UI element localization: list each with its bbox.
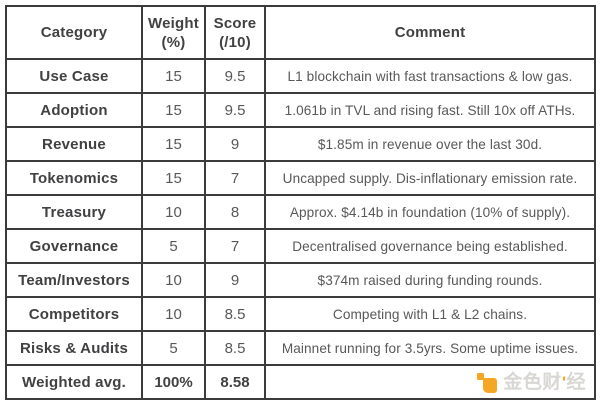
col-header-score-sublabel: (/10) bbox=[219, 33, 251, 51]
category-cell: Risks & Audits bbox=[5, 330, 143, 366]
score-cell: 7 bbox=[204, 228, 266, 264]
table-row: Risks & Audits 5 8.5 Mainnet running for… bbox=[5, 330, 596, 366]
comment-cell: Uncapped supply. Dis-inflationary emissi… bbox=[264, 160, 596, 196]
col-header-weight-sublabel: (%) bbox=[161, 33, 186, 51]
score-cell: 9.5 bbox=[204, 92, 266, 128]
weighted-avg-score-cell: 8.58 bbox=[204, 364, 266, 400]
weight-cell: 5 bbox=[141, 228, 206, 264]
col-header-score: Score (/10) bbox=[204, 5, 266, 60]
category-cell: Treasury bbox=[5, 194, 143, 230]
col-header-comment-label: Comment bbox=[394, 24, 466, 41]
weighted-avg-weight-cell: 100% bbox=[141, 364, 206, 400]
weighted-avg-label-cell: Weighted avg. bbox=[5, 364, 143, 400]
table-row: Adoption 15 9.5 1.061b in TVL and rising… bbox=[5, 92, 596, 128]
table-row: Revenue 15 9 $1.85m in revenue over the … bbox=[5, 126, 596, 162]
weight-cell: 15 bbox=[141, 58, 206, 94]
comment-cell: Competing with L1 & L2 chains. bbox=[264, 296, 596, 332]
col-header-weight-label: Weight bbox=[148, 14, 199, 32]
table-row: Team/Investors 10 9 $374m raised during … bbox=[5, 262, 596, 298]
jinse-finance-watermark: 金色财'经 bbox=[477, 372, 586, 393]
comment-cell: Decentralised governance being establish… bbox=[264, 228, 596, 264]
weight-cell: 10 bbox=[141, 296, 206, 332]
col-header-category: Category bbox=[5, 5, 143, 60]
score-cell: 9.5 bbox=[204, 58, 266, 94]
comment-cell: $374m raised during funding rounds. bbox=[264, 262, 596, 298]
score-cell: 7 bbox=[204, 160, 266, 196]
comment-cell: Approx. $4.14b in foundation (10% of sup… bbox=[264, 194, 596, 230]
weight-cell: 15 bbox=[141, 160, 206, 196]
header-row: Category Weight (%) Score (/10) Comment bbox=[5, 5, 596, 60]
score-cell: 9 bbox=[204, 262, 266, 298]
footer-comment-cell: 金色财'经 bbox=[264, 364, 596, 400]
category-cell: Governance bbox=[5, 228, 143, 264]
score-cell: 8.5 bbox=[204, 330, 266, 366]
category-cell: Tokenomics bbox=[5, 160, 143, 196]
col-header-comment: Comment bbox=[264, 5, 596, 60]
score-cell: 8 bbox=[204, 194, 266, 230]
table-row: Governance 5 7 Decentralised governance … bbox=[5, 228, 596, 264]
comment-cell: $1.85m in revenue over the last 30d. bbox=[264, 126, 596, 162]
table-row: Competitors 10 8.5 Competing with L1 & L… bbox=[5, 296, 596, 332]
category-cell: Adoption bbox=[5, 92, 143, 128]
comment-cell: Mainnet running for 3.5yrs. Some uptime … bbox=[264, 330, 596, 366]
category-cell: Revenue bbox=[5, 126, 143, 162]
table-row: Tokenomics 15 7 Uncapped supply. Dis-inf… bbox=[5, 160, 596, 196]
weight-cell: 15 bbox=[141, 126, 206, 162]
rating-table: Category Weight (%) Score (/10) Comment … bbox=[5, 5, 596, 400]
weight-cell: 10 bbox=[141, 262, 206, 298]
score-cell: 9 bbox=[204, 126, 266, 162]
table-row: Use Case 15 9.5 L1 blockchain with fast … bbox=[5, 58, 596, 94]
watermark-tick: ' bbox=[561, 373, 567, 392]
weight-cell: 10 bbox=[141, 194, 206, 230]
col-header-weight: Weight (%) bbox=[141, 5, 206, 60]
category-cell: Team/Investors bbox=[5, 262, 143, 298]
weighted-average-row: Weighted avg. 100% 8.58 金色财'经 bbox=[5, 364, 596, 400]
weight-cell: 5 bbox=[141, 330, 206, 366]
score-cell: 8.5 bbox=[204, 296, 266, 332]
col-header-category-label: Category bbox=[40, 24, 108, 41]
table-row: Treasury 10 8 Approx. $4.14b in foundati… bbox=[5, 194, 596, 230]
category-cell: Competitors bbox=[5, 296, 143, 332]
comment-cell: L1 blockchain with fast transactions & l… bbox=[264, 58, 596, 94]
col-header-score-label: Score bbox=[213, 14, 257, 32]
watermark-text: 金色财'经 bbox=[503, 372, 586, 393]
category-cell: Use Case bbox=[5, 58, 143, 94]
jinse-logo-icon bbox=[477, 372, 498, 393]
comment-cell: 1.061b in TVL and rising fast. Still 10x… bbox=[264, 92, 596, 128]
weight-cell: 15 bbox=[141, 92, 206, 128]
